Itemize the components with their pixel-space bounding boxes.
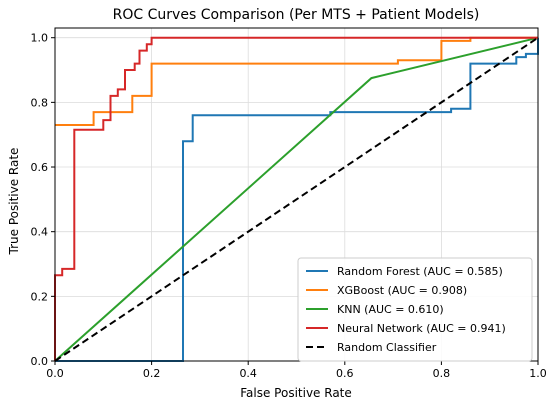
legend-label: KNN (AUC = 0.610) [337,303,444,316]
y-tick-label: 0.4 [31,226,49,239]
y-axis-ticks: 0.0 0.2 0.4 0.6 0.8 1.0 [31,32,55,368]
x-tick-label: 0.4 [239,367,257,380]
legend-label: Neural Network (AUC = 0.941) [337,322,506,335]
x-tick-label: 0.2 [143,367,161,380]
y-tick-label: 0.6 [31,161,49,174]
y-tick-label: 0.2 [31,290,49,303]
legend-label: Random Forest (AUC = 0.585) [337,265,503,278]
plot-frame [54,27,539,362]
x-tick-label: 0.6 [336,367,354,380]
legend-label: Random Classifier [337,341,437,354]
x-tick-label: 0.8 [433,367,451,380]
x-tick-label: 0.0 [46,367,64,380]
x-axis-label: False Positive Rate [240,386,352,400]
y-axis-label: True Positive Rate [7,148,21,256]
y-tick-label: 0.8 [31,96,49,109]
series-line-1 [55,36,538,126]
legend-label: XGBoost (AUC = 0.908) [337,284,467,297]
chart-title: ROC Curves Comparison (Per MTS + Patient… [113,7,480,23]
series-line-2 [54,36,539,362]
x-axis-ticks: 0.0 0.2 0.4 0.6 0.8 1.0 [46,361,547,380]
y-tick-label: 1.0 [31,32,49,45]
series-layer [54,36,539,362]
x-tick-label: 1.0 [529,367,547,380]
y-tick-label: 0.0 [31,355,49,368]
legend-box [297,257,533,362]
series-line-0 [55,37,539,362]
series-line-3 [54,36,538,361]
series-line-4 [54,36,539,362]
legend: Random Forest (AUC = 0.585) XGBoost (AUC … [297,257,533,362]
